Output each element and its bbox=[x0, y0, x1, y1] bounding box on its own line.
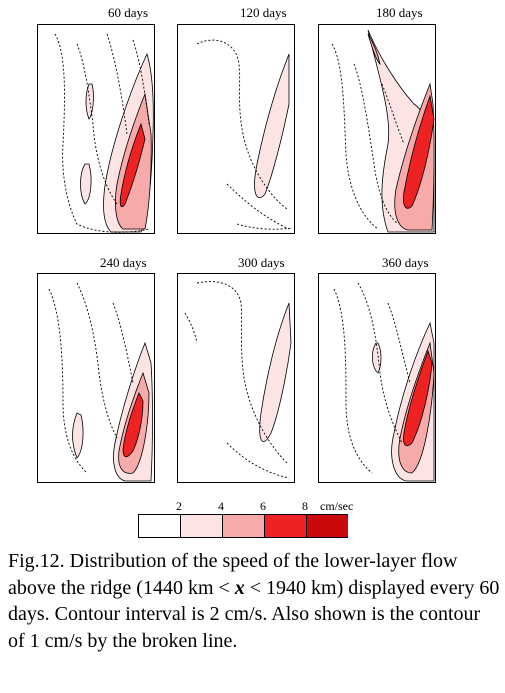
panel-120-days bbox=[177, 24, 295, 234]
colorbar-swatch bbox=[180, 514, 223, 538]
panel-label: 60 days bbox=[108, 5, 149, 20]
colorbar-unit: cm/sec bbox=[320, 499, 354, 513]
contour-plot bbox=[318, 24, 436, 234]
panel-label: 120 days bbox=[240, 5, 287, 20]
panel-240-days bbox=[37, 273, 155, 483]
dashed-contours bbox=[54, 33, 150, 233]
colorbar-tick: 4 bbox=[218, 499, 224, 513]
colorbar-tick: 2 bbox=[176, 499, 182, 513]
colorbar-swatch bbox=[222, 514, 265, 538]
colorbar-swatch bbox=[306, 514, 349, 538]
contour-plot bbox=[177, 273, 295, 483]
panel-label: 360 days bbox=[382, 255, 429, 270]
colorbar-tick: 6 bbox=[260, 499, 266, 513]
contour-plot bbox=[37, 273, 155, 483]
contour-fill bbox=[80, 52, 154, 233]
colorbar-tick: 8 bbox=[302, 499, 308, 513]
panel-label: 300 days bbox=[238, 255, 285, 270]
colorbar-swatches bbox=[138, 514, 349, 538]
colorbar-swatch bbox=[264, 514, 307, 538]
contour-plot bbox=[37, 24, 155, 234]
colorbar-swatch bbox=[138, 514, 181, 538]
contour-plot bbox=[177, 24, 295, 234]
caption-text: Fig.12. Distribution of the speed of the… bbox=[8, 550, 458, 599]
panel-label: 240 days bbox=[100, 255, 147, 270]
panel-180-days bbox=[318, 24, 436, 234]
panel-60-days bbox=[37, 24, 155, 234]
contour-plot bbox=[318, 273, 436, 483]
panel-label: 180 days bbox=[376, 5, 423, 20]
caption-text: < 1940 km) displayed every 60 days. Cont… bbox=[8, 576, 500, 652]
colorbar bbox=[138, 514, 349, 538]
caption-variable: x bbox=[234, 576, 245, 599]
figure-caption: Fig.12. Distribution of the speed of the… bbox=[8, 548, 500, 654]
panel-300-days bbox=[177, 273, 295, 483]
panel-360-days bbox=[318, 273, 436, 483]
